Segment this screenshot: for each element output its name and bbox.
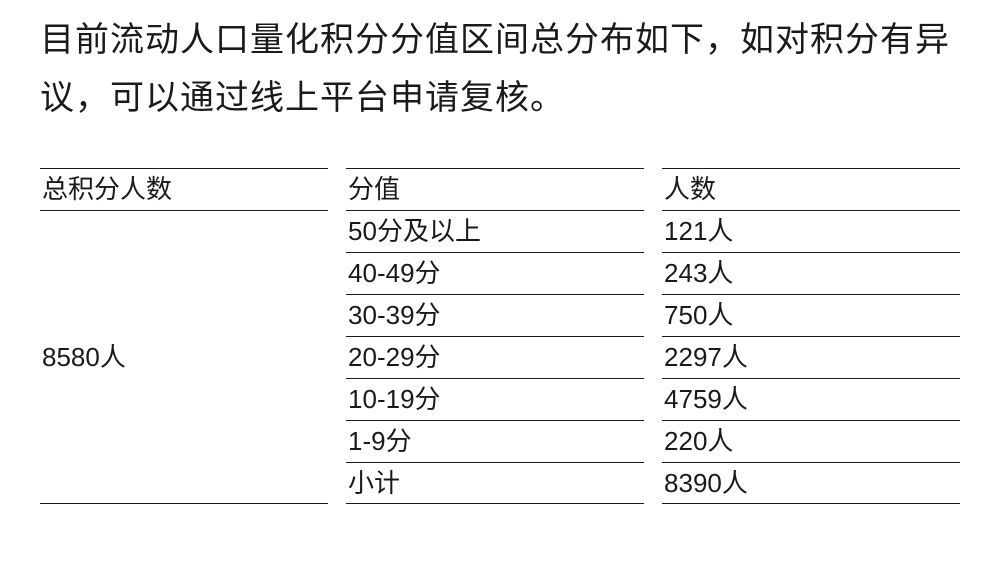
distribution-table: 总积分人数 8580人 分值 50分及以上 40-49分 30-39分 20-2… bbox=[40, 168, 960, 504]
table-row: 4759人 bbox=[662, 378, 960, 420]
table-row: 1-9分 bbox=[346, 420, 644, 462]
page: 目前流动人口量化积分分值区间总分布如下，如对积分有异议，可以通过线上平台申请复核… bbox=[0, 0, 1000, 562]
table-row: 10-19分 bbox=[346, 378, 644, 420]
col-count-header: 人数 bbox=[662, 168, 960, 210]
table-row: 243人 bbox=[662, 252, 960, 294]
col-total-value: 8580人 bbox=[40, 210, 328, 504]
table-row: 50分及以上 bbox=[346, 210, 644, 252]
table-row: 220人 bbox=[662, 420, 960, 462]
intro-paragraph: 目前流动人口量化积分分值区间总分布如下，如对积分有异议，可以通过线上平台申请复核… bbox=[40, 12, 960, 128]
table-row: 20-29分 bbox=[346, 336, 644, 378]
table-row: 2297人 bbox=[662, 336, 960, 378]
table-row-subtotal: 8390人 bbox=[662, 462, 960, 504]
table-row: 40-49分 bbox=[346, 252, 644, 294]
table-row: 750人 bbox=[662, 294, 960, 336]
col-total-header: 总积分人数 bbox=[40, 168, 328, 210]
table-col-count: 人数 121人 243人 750人 2297人 4759人 220人 8390人 bbox=[662, 168, 960, 504]
table-row-subtotal: 小计 bbox=[346, 462, 644, 504]
table-row: 30-39分 bbox=[346, 294, 644, 336]
table-col-range: 分值 50分及以上 40-49分 30-39分 20-29分 10-19分 1-… bbox=[346, 168, 644, 504]
table-row: 121人 bbox=[662, 210, 960, 252]
col-range-header: 分值 bbox=[346, 168, 644, 210]
table-col-total: 总积分人数 8580人 bbox=[40, 168, 328, 504]
